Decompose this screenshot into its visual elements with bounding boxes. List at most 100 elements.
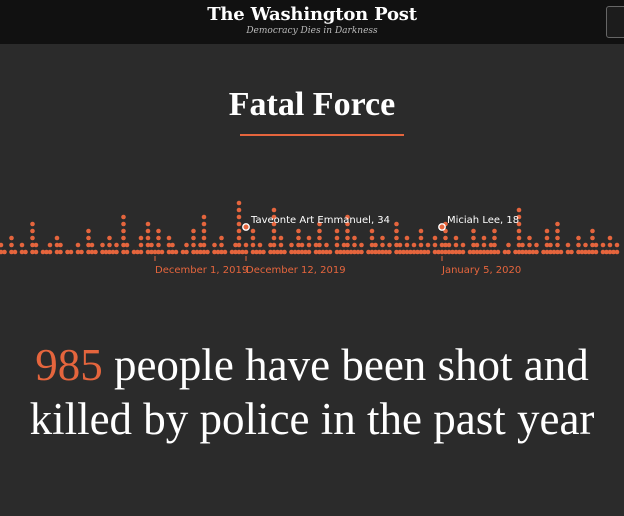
incident-dot[interactable]	[373, 249, 378, 255]
incident-dot[interactable]	[369, 228, 375, 234]
incident-dot[interactable]	[107, 249, 112, 255]
incident-dot[interactable]	[471, 242, 476, 248]
incident-dot[interactable]	[2, 249, 7, 255]
incident-dot[interactable]	[474, 249, 480, 255]
incident-dot[interactable]	[600, 249, 606, 255]
incident-dot[interactable]	[75, 249, 81, 255]
incident-dot[interactable]	[530, 249, 536, 255]
incident-dot[interactable]	[86, 242, 91, 248]
incident-dot[interactable]	[418, 242, 424, 248]
incident-dot[interactable]	[145, 242, 151, 248]
incident-dot[interactable]	[306, 235, 312, 241]
incident-dot[interactable]	[369, 242, 375, 248]
incident-dot[interactable]	[296, 228, 301, 234]
incident-dot[interactable]	[236, 200, 242, 206]
incident-dot[interactable]	[516, 214, 522, 220]
incident-dot[interactable]	[289, 242, 294, 248]
incident-dot[interactable]	[404, 242, 410, 248]
incident-dot[interactable]	[534, 242, 539, 248]
incident-dot[interactable]	[443, 242, 448, 248]
incident-dot[interactable]	[65, 249, 70, 255]
incident-dot[interactable]	[278, 242, 284, 248]
incident-dot[interactable]	[394, 221, 399, 227]
incident-dot[interactable]	[271, 207, 277, 213]
incident-dot[interactable]	[138, 249, 144, 255]
incident-dot[interactable]	[191, 242, 196, 248]
incident-dot[interactable]	[30, 235, 35, 241]
incident-dot[interactable]	[121, 214, 126, 220]
incident-dot[interactable]	[565, 249, 571, 255]
incident-dot[interactable]	[324, 249, 329, 255]
incident-dot[interactable]	[159, 249, 165, 255]
incident-dot[interactable]	[156, 235, 161, 241]
incident-dot[interactable]	[387, 242, 392, 248]
incident-dot[interactable]	[86, 249, 91, 255]
incident-dot[interactable]	[191, 235, 196, 241]
incident-dot[interactable]	[54, 249, 60, 255]
incident-dot[interactable]	[436, 249, 441, 255]
incident-dot[interactable]	[495, 249, 501, 255]
incident-dot[interactable]	[576, 249, 581, 255]
incident-dot[interactable]	[317, 249, 322, 255]
incident-dot[interactable]	[418, 249, 424, 255]
incident-dot[interactable]	[121, 235, 126, 241]
incident-dot[interactable]	[334, 228, 340, 234]
incident-dot[interactable]	[614, 249, 620, 255]
incident-dot[interactable]	[404, 235, 410, 241]
incident-dot[interactable]	[380, 249, 385, 255]
incident-dot[interactable]	[481, 242, 487, 248]
incident-dot[interactable]	[432, 249, 438, 255]
incident-dot[interactable]	[359, 242, 364, 248]
incident-dot[interactable]	[54, 242, 60, 248]
incident-dot[interactable]	[467, 249, 473, 255]
incident-dot[interactable]	[394, 228, 399, 234]
incident-dot[interactable]	[138, 235, 144, 241]
incident-dot[interactable]	[394, 235, 399, 241]
incident-dot[interactable]	[198, 249, 203, 255]
incident-dot[interactable]	[544, 249, 550, 255]
incident-dot[interactable]	[282, 249, 287, 255]
incident-dot[interactable]	[502, 249, 508, 255]
incident-dot[interactable]	[79, 249, 84, 255]
incident-dot[interactable]	[156, 242, 161, 248]
incident-dot[interactable]	[481, 249, 487, 255]
incident-dot[interactable]	[149, 249, 154, 255]
incident-dot[interactable]	[236, 214, 242, 220]
incident-dot[interactable]	[583, 249, 588, 255]
incident-dot[interactable]	[296, 235, 301, 241]
incident-dot[interactable]	[0, 242, 4, 248]
incident-dot[interactable]	[345, 221, 350, 227]
incident-dot[interactable]	[254, 249, 259, 255]
incident-dot[interactable]	[506, 242, 511, 248]
incident-dot[interactable]	[404, 249, 410, 255]
incident-dot[interactable]	[397, 249, 403, 255]
incident-dot[interactable]	[450, 249, 455, 255]
highlighted-incident-dot[interactable]	[438, 223, 446, 231]
incident-dot[interactable]	[488, 249, 494, 255]
incident-dot[interactable]	[422, 249, 427, 255]
incident-dot[interactable]	[86, 235, 91, 241]
incident-dot[interactable]	[516, 235, 522, 241]
incident-dot[interactable]	[380, 242, 385, 248]
incident-dot[interactable]	[236, 235, 242, 241]
incident-dot[interactable]	[345, 214, 350, 220]
incident-dot[interactable]	[58, 249, 63, 255]
incident-dot[interactable]	[317, 235, 322, 241]
incident-dot[interactable]	[544, 228, 550, 234]
incident-dot[interactable]	[516, 242, 522, 248]
incident-dot[interactable]	[303, 249, 308, 255]
incident-dot[interactable]	[341, 249, 347, 255]
incident-dot[interactable]	[352, 235, 357, 241]
incident-dot[interactable]	[30, 242, 35, 248]
incident-dot[interactable]	[58, 242, 63, 248]
incident-dot[interactable]	[453, 235, 459, 241]
incident-dot[interactable]	[236, 221, 242, 227]
incident-dot[interactable]	[299, 242, 305, 248]
incident-dot[interactable]	[590, 242, 595, 248]
incident-dot[interactable]	[135, 249, 140, 255]
incident-dot[interactable]	[124, 242, 130, 248]
incident-dot[interactable]	[516, 221, 522, 227]
incident-dot[interactable]	[233, 249, 238, 255]
incident-dot[interactable]	[492, 235, 497, 241]
